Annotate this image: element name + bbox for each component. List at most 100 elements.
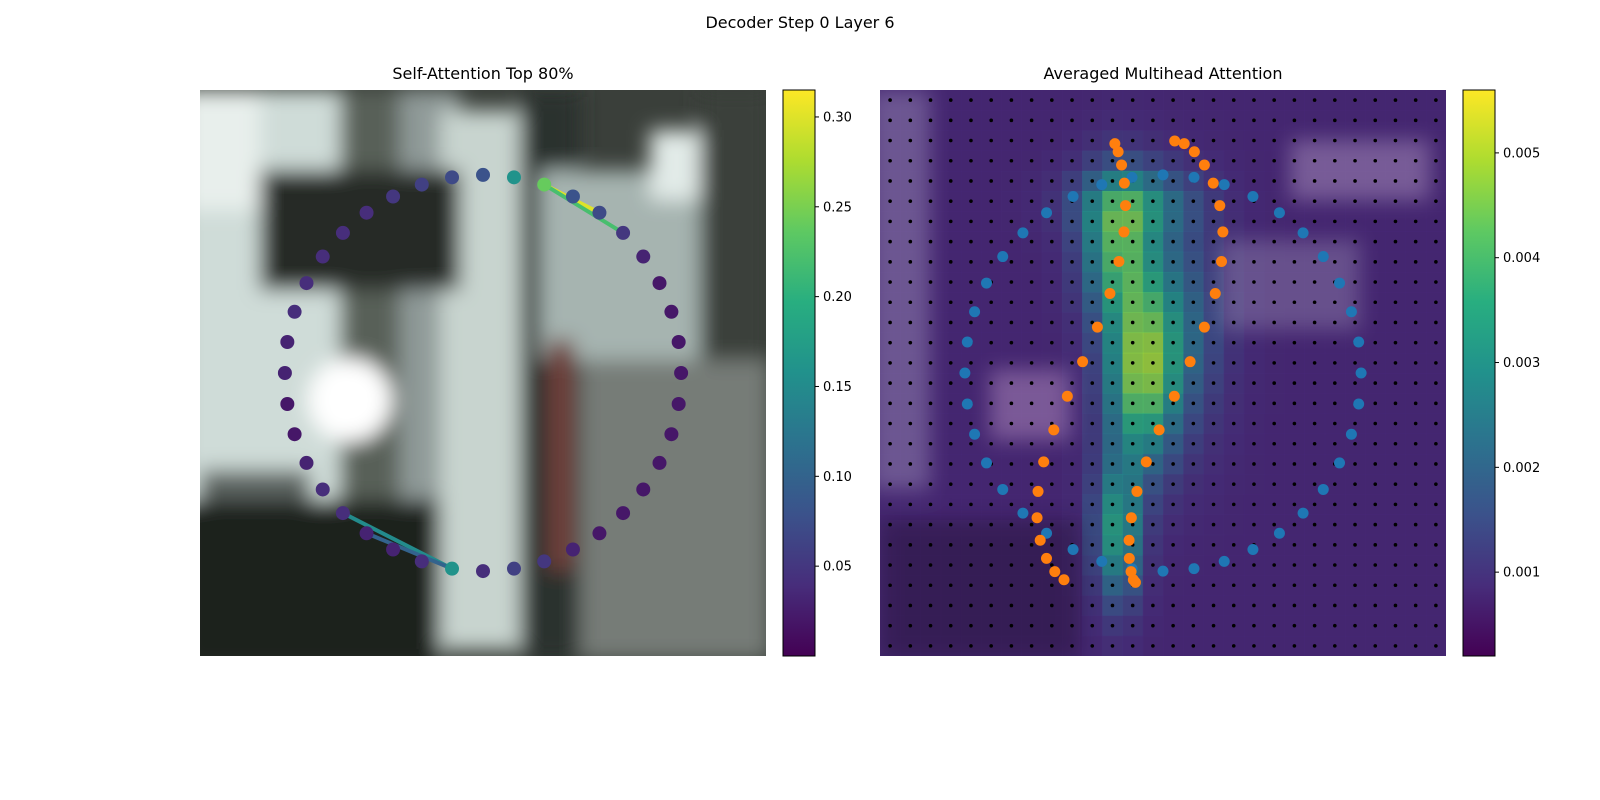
grid-dot xyxy=(1353,179,1357,183)
grid-dot xyxy=(908,118,913,123)
orange-contour-point xyxy=(1077,356,1089,368)
grid-dot xyxy=(928,441,933,446)
grid-dot xyxy=(1434,644,1438,648)
grid-dot xyxy=(1393,603,1398,608)
orange-contour-point xyxy=(1118,226,1130,238)
grid-dot xyxy=(1151,260,1155,264)
orange-contour-point xyxy=(1049,566,1061,578)
contour-point xyxy=(506,561,521,576)
grid-dot xyxy=(1171,118,1175,123)
grid-dot xyxy=(888,623,892,628)
grid-dot xyxy=(1373,280,1378,284)
attention-link xyxy=(364,531,455,571)
grid-dot xyxy=(1110,623,1115,628)
grid-dot xyxy=(928,381,933,385)
blue-contour-point xyxy=(1345,428,1357,440)
grid-dot xyxy=(1312,401,1317,406)
grid-dot xyxy=(928,563,933,567)
grid-dot xyxy=(1029,260,1034,264)
grid-dot xyxy=(1009,239,1014,244)
heatmap-photo-overlay xyxy=(880,90,1430,656)
grid-dot xyxy=(1272,421,1276,426)
grid-dot xyxy=(1272,401,1276,406)
grid-dot xyxy=(1413,199,1418,203)
grid-dot xyxy=(1110,239,1115,244)
grid-dot xyxy=(1090,563,1095,567)
grid-dot xyxy=(1393,421,1398,426)
blue-contour-point xyxy=(1157,169,1169,181)
grid-dot xyxy=(1272,441,1276,446)
blue-contour-point xyxy=(1334,277,1346,289)
grid-dot xyxy=(1333,179,1337,183)
grid-dot xyxy=(1151,381,1155,385)
grid-dot xyxy=(1171,401,1175,406)
grid-dot xyxy=(1252,340,1256,345)
grid-dot xyxy=(1050,179,1054,183)
grid-dot xyxy=(1413,603,1418,608)
grid-dot xyxy=(1434,260,1438,264)
grid-dot xyxy=(1029,98,1034,102)
grid-dot xyxy=(928,219,933,224)
grid-dot xyxy=(1373,583,1378,588)
grid-dot xyxy=(1050,138,1054,143)
grid-dot xyxy=(1292,482,1297,486)
grid-dot xyxy=(928,583,933,588)
grid-dot xyxy=(1312,239,1317,244)
blue-contour-point xyxy=(1317,251,1329,263)
grid-dot xyxy=(1272,320,1276,325)
grid-dot xyxy=(1211,98,1216,102)
grid-dot xyxy=(1191,340,1196,345)
grid-dot xyxy=(1211,320,1216,325)
grid-dot xyxy=(1434,158,1438,163)
grid-dot xyxy=(1050,623,1054,628)
grid-dot xyxy=(989,563,993,567)
grid-dot xyxy=(1353,239,1357,244)
grid-dot xyxy=(1252,482,1256,486)
grid-dot xyxy=(948,482,953,486)
grid-dot xyxy=(1151,98,1155,102)
grid-dot xyxy=(1292,421,1297,426)
grid-dot xyxy=(1191,543,1196,547)
grid-dot xyxy=(1393,199,1398,203)
orange-contour-point xyxy=(1188,146,1200,158)
grid-dot xyxy=(928,118,933,123)
grid-dot xyxy=(1413,300,1418,305)
grid-dot xyxy=(908,401,913,406)
grid-dot xyxy=(1151,401,1155,406)
orange-contour-point xyxy=(1034,534,1046,546)
grid-dot xyxy=(1070,138,1074,143)
grid-dot xyxy=(1393,482,1398,486)
contour-point xyxy=(335,506,350,521)
grid-dot xyxy=(1434,239,1438,244)
grid-dot xyxy=(1050,280,1054,284)
grid-dot xyxy=(1070,603,1074,608)
orange-contour-point xyxy=(1123,552,1135,564)
grid-dot xyxy=(1272,179,1276,183)
grid-dot xyxy=(1191,462,1196,466)
contour-point xyxy=(537,177,552,192)
grid-dot xyxy=(1353,199,1357,203)
grid-dot xyxy=(1070,401,1074,406)
grid-dot xyxy=(1272,199,1276,203)
orange-contour-point xyxy=(1091,321,1103,333)
grid-dot xyxy=(1070,644,1074,648)
grid-dot xyxy=(1373,260,1378,264)
grid-dot xyxy=(1130,320,1135,325)
grid-dot xyxy=(1090,280,1095,284)
grid-dot xyxy=(1353,441,1357,446)
grid-dot xyxy=(1171,280,1175,284)
grid-dot xyxy=(1110,98,1115,102)
contour-point xyxy=(315,249,330,264)
colorbar-tick-label: 0.002 xyxy=(1503,461,1540,476)
grid-dot xyxy=(928,239,933,244)
grid-dot xyxy=(1009,421,1014,426)
grid-dot xyxy=(928,158,933,163)
grid-dot xyxy=(948,462,953,466)
orange-contour-point xyxy=(1032,485,1044,497)
grid-dot xyxy=(1009,219,1014,224)
grid-dot xyxy=(1110,199,1115,203)
grid-dot xyxy=(1211,623,1216,628)
grid-dot xyxy=(1171,179,1175,183)
grid-dot xyxy=(1070,563,1074,567)
grid-dot xyxy=(989,482,993,486)
